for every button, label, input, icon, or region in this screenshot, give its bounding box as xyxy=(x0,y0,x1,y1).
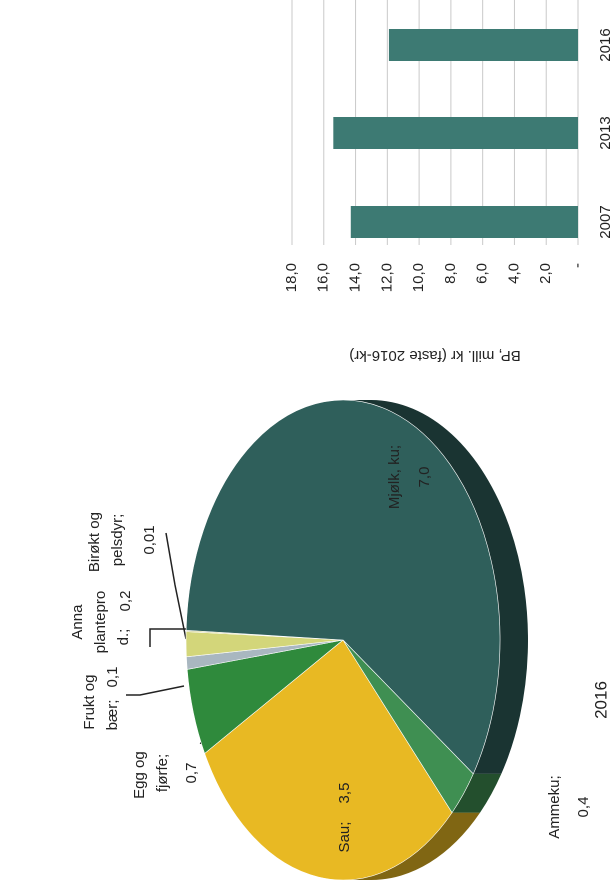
y-tick-label: 14,0 xyxy=(347,263,364,292)
y-tick-label: 2,0 xyxy=(537,263,554,284)
pie-label: Mjølk, ku; xyxy=(386,445,403,509)
y-tick-label: 10,0 xyxy=(410,263,427,292)
pie-label: Birøkt og pelsdyr; xyxy=(86,508,126,572)
pie-label: Anna plantepro d.; xyxy=(69,587,132,654)
pie-slice xyxy=(342,639,474,814)
pie-label: Sau; xyxy=(336,822,353,853)
bar xyxy=(388,29,578,61)
y-tick-label: 8,0 xyxy=(442,263,459,284)
x-tick-label: 2007 xyxy=(597,205,614,238)
pie-side xyxy=(343,812,481,880)
bar xyxy=(333,117,578,149)
pie-slice xyxy=(204,639,453,881)
y-tick-label: 16,0 xyxy=(315,263,332,292)
pie-label-line: Frukt og xyxy=(81,670,98,729)
y-tick-label: 4,0 xyxy=(505,263,522,284)
pie-label: Frukt og bær; xyxy=(81,670,121,730)
bar xyxy=(350,206,578,238)
pie-label-line: Birøkt og xyxy=(86,508,103,572)
y-tick-label: 18,0 xyxy=(283,263,300,292)
pie-label-line: fjørfe; xyxy=(154,754,171,792)
y-tick-label: 6,0 xyxy=(474,263,491,284)
y-tick-label: - xyxy=(569,263,586,268)
pie-label: Ammeku; xyxy=(546,775,563,838)
pie-value-label: 3,5 xyxy=(336,783,353,804)
pie-label-line: Sau; xyxy=(336,822,353,853)
pie-label-line: Egg og xyxy=(131,747,148,799)
pie-label: Egg og fjørfe; xyxy=(131,747,171,799)
pie-value-label: 0,4 xyxy=(575,797,592,818)
chart-title: 2016 xyxy=(591,681,610,719)
x-tick-label: 2013 xyxy=(597,116,614,149)
pie-value-label: 0,1 xyxy=(104,667,121,688)
pie-label-line: Mjølk, ku; xyxy=(386,445,403,509)
pie-slice xyxy=(185,399,501,775)
pie-value-label: 0,01 xyxy=(141,525,158,554)
y-tick-label: 12,0 xyxy=(378,263,395,292)
y-axis-title: BP, mill. kr (faste 2016-kr) xyxy=(349,347,520,364)
pie-value-label: 0,2 xyxy=(117,591,134,612)
pie-label-line: d.; xyxy=(115,629,132,646)
leader-line xyxy=(165,532,187,640)
pie-label-line: bær; xyxy=(104,700,121,731)
pie-side xyxy=(343,400,528,774)
pie-value-label: 0,7 xyxy=(183,763,200,784)
pie-label-line: pelsdyr; xyxy=(109,514,126,567)
pie-value-label: 7,0 xyxy=(416,467,433,488)
pie-label-line: plantepro xyxy=(92,587,109,654)
pie-label-line: Ammeku; xyxy=(546,775,563,838)
pie-label-line: Anna xyxy=(69,600,86,639)
leader-line xyxy=(126,685,185,696)
x-tick-label: 2016 xyxy=(597,28,614,61)
pie-side xyxy=(452,773,502,813)
leader-line xyxy=(149,628,188,647)
